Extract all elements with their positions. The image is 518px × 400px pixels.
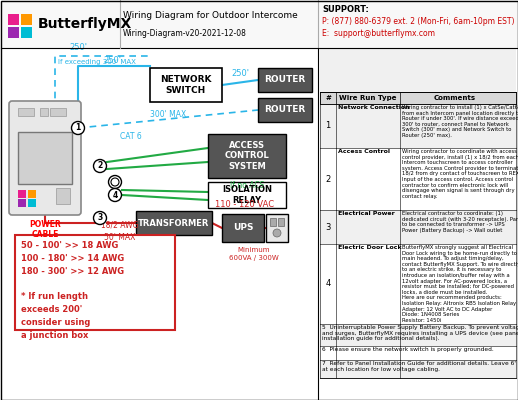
Bar (21, 27, 32, 38)
Text: 2: 2 (325, 174, 330, 184)
Circle shape (71, 122, 84, 134)
Text: Wiring contractor to coordinate with access
control provider, install (1) x 18/2: Wiring contractor to coordinate with acc… (402, 149, 518, 199)
Bar (21, 14, 32, 25)
Bar (320, 92, 516, 104)
Bar (320, 48, 516, 92)
Text: 3: 3 (97, 214, 103, 222)
Bar (320, 360, 516, 378)
Text: 50 - 100' >> 18 AWG
100 - 180' >> 14 AWG
180 - 300' >> 12 AWG

* If run length
e: 50 - 100' >> 18 AWG 100 - 180' >> 14 AWG… (21, 241, 124, 340)
Text: ACCESS
CONTROL
SYSTEM: ACCESS CONTROL SYSTEM (225, 141, 269, 171)
Text: 5  Uninterruptable Power Supply Battery Backup. To prevent voltage drops
and sur: 5 Uninterruptable Power Supply Battery B… (322, 325, 518, 341)
Text: ISOLATION
RELAY: ISOLATION RELAY (222, 185, 272, 205)
Text: 300' MAX: 300' MAX (150, 110, 186, 119)
Text: Wiring Diagram for Outdoor Intercome: Wiring Diagram for Outdoor Intercome (123, 10, 298, 20)
Circle shape (94, 160, 107, 172)
Text: 2: 2 (97, 162, 103, 170)
Bar (320, 324, 516, 346)
Text: NETWORK
SWITCH: NETWORK SWITCH (160, 75, 212, 95)
Bar (320, 244, 516, 324)
Text: P: (877) 880-6379 ext. 2 (Mon-Fri, 6am-10pm EST): P: (877) 880-6379 ext. 2 (Mon-Fri, 6am-1… (322, 18, 514, 26)
Bar (8, 27, 19, 38)
Bar (50, 108, 66, 116)
Circle shape (108, 188, 122, 202)
Bar (258, 98, 312, 122)
Text: CAT 6: CAT 6 (120, 132, 142, 141)
Bar (136, 211, 212, 235)
Text: TRANSFORMER: TRANSFORMER (138, 218, 210, 228)
Circle shape (108, 176, 122, 188)
Bar (18, 132, 72, 184)
Bar (18, 199, 26, 207)
Text: Wire Run Type: Wire Run Type (339, 95, 397, 101)
Text: Comments: Comments (434, 95, 476, 101)
Bar (8, 14, 19, 25)
Bar (18, 190, 26, 198)
Text: 4: 4 (325, 280, 330, 288)
Text: ROUTER: ROUTER (264, 106, 306, 114)
Text: 250': 250' (103, 56, 121, 65)
Text: 7  Refer to Panel Installation Guide for additional details. Leave 6' service lo: 7 Refer to Panel Installation Guide for … (322, 361, 518, 372)
Circle shape (94, 212, 107, 224)
Text: ROUTER: ROUTER (264, 76, 306, 84)
Bar (28, 190, 36, 198)
Bar (270, 218, 276, 226)
Text: 250': 250' (231, 69, 249, 78)
Bar (320, 148, 516, 210)
Text: ButterflyMX strongly suggest all Electrical
Door Lock wiring to be home-run dire: ButterflyMX strongly suggest all Electri… (402, 245, 518, 323)
Text: 1: 1 (325, 122, 330, 130)
Text: 600VA / 300W: 600VA / 300W (229, 255, 279, 261)
Text: Wiring contractor to install (1) x CatSe/Cat6
from each Intercom panel location : Wiring contractor to install (1) x CatSe… (402, 105, 518, 138)
Circle shape (111, 178, 119, 186)
Text: 50' MAX: 50' MAX (104, 233, 136, 242)
Text: Electrical Power: Electrical Power (338, 211, 395, 216)
Text: E:  support@butterflymx.com: E: support@butterflymx.com (322, 30, 435, 38)
Text: If no ACS: If no ACS (230, 180, 264, 190)
Bar (320, 104, 516, 148)
Bar (150, 68, 222, 102)
Text: POWER
CABLE: POWER CABLE (29, 220, 61, 239)
Text: ButterflyMX: ButterflyMX (38, 17, 132, 31)
Bar (15, 235, 175, 330)
Bar (208, 134, 286, 178)
Text: #: # (325, 95, 331, 101)
Bar (40, 108, 48, 116)
Text: If exceeding 300' MAX: If exceeding 300' MAX (58, 59, 136, 65)
Bar (266, 214, 288, 242)
Bar (1, 0, 517, 48)
Text: Electrical contractor to coordinate: (1)
dedicated circuit (with 3-20 receptacle: Electrical contractor to coordinate: (1)… (402, 211, 518, 233)
Text: 6  Please ensure the network switch is properly grounded.: 6 Please ensure the network switch is pr… (322, 347, 494, 352)
Text: Minimum: Minimum (238, 247, 270, 253)
FancyBboxPatch shape (9, 101, 81, 215)
Bar (18, 108, 34, 116)
Text: 3: 3 (325, 222, 330, 232)
Text: 1: 1 (76, 124, 81, 132)
Text: Wiring-Diagram-v20-2021-12-08: Wiring-Diagram-v20-2021-12-08 (123, 30, 247, 38)
Text: 18/2 AWG: 18/2 AWG (101, 221, 139, 230)
Text: SUPPORT:: SUPPORT: (322, 6, 369, 14)
Bar (222, 214, 264, 242)
Bar (28, 199, 36, 207)
Text: Electric Door Lock: Electric Door Lock (338, 245, 401, 250)
Bar (320, 346, 516, 360)
Bar (320, 210, 516, 244)
Circle shape (273, 229, 281, 237)
Bar (258, 68, 312, 92)
Text: Network Connection: Network Connection (338, 105, 410, 110)
Text: 250': 250' (69, 43, 87, 52)
Bar (278, 218, 284, 226)
Text: Access Control: Access Control (338, 149, 390, 154)
Text: UPS: UPS (233, 224, 253, 232)
Text: 110 - 120 VAC: 110 - 120 VAC (215, 200, 275, 209)
Bar (56, 188, 70, 204)
Text: 4: 4 (112, 190, 118, 200)
Bar (208, 182, 286, 208)
